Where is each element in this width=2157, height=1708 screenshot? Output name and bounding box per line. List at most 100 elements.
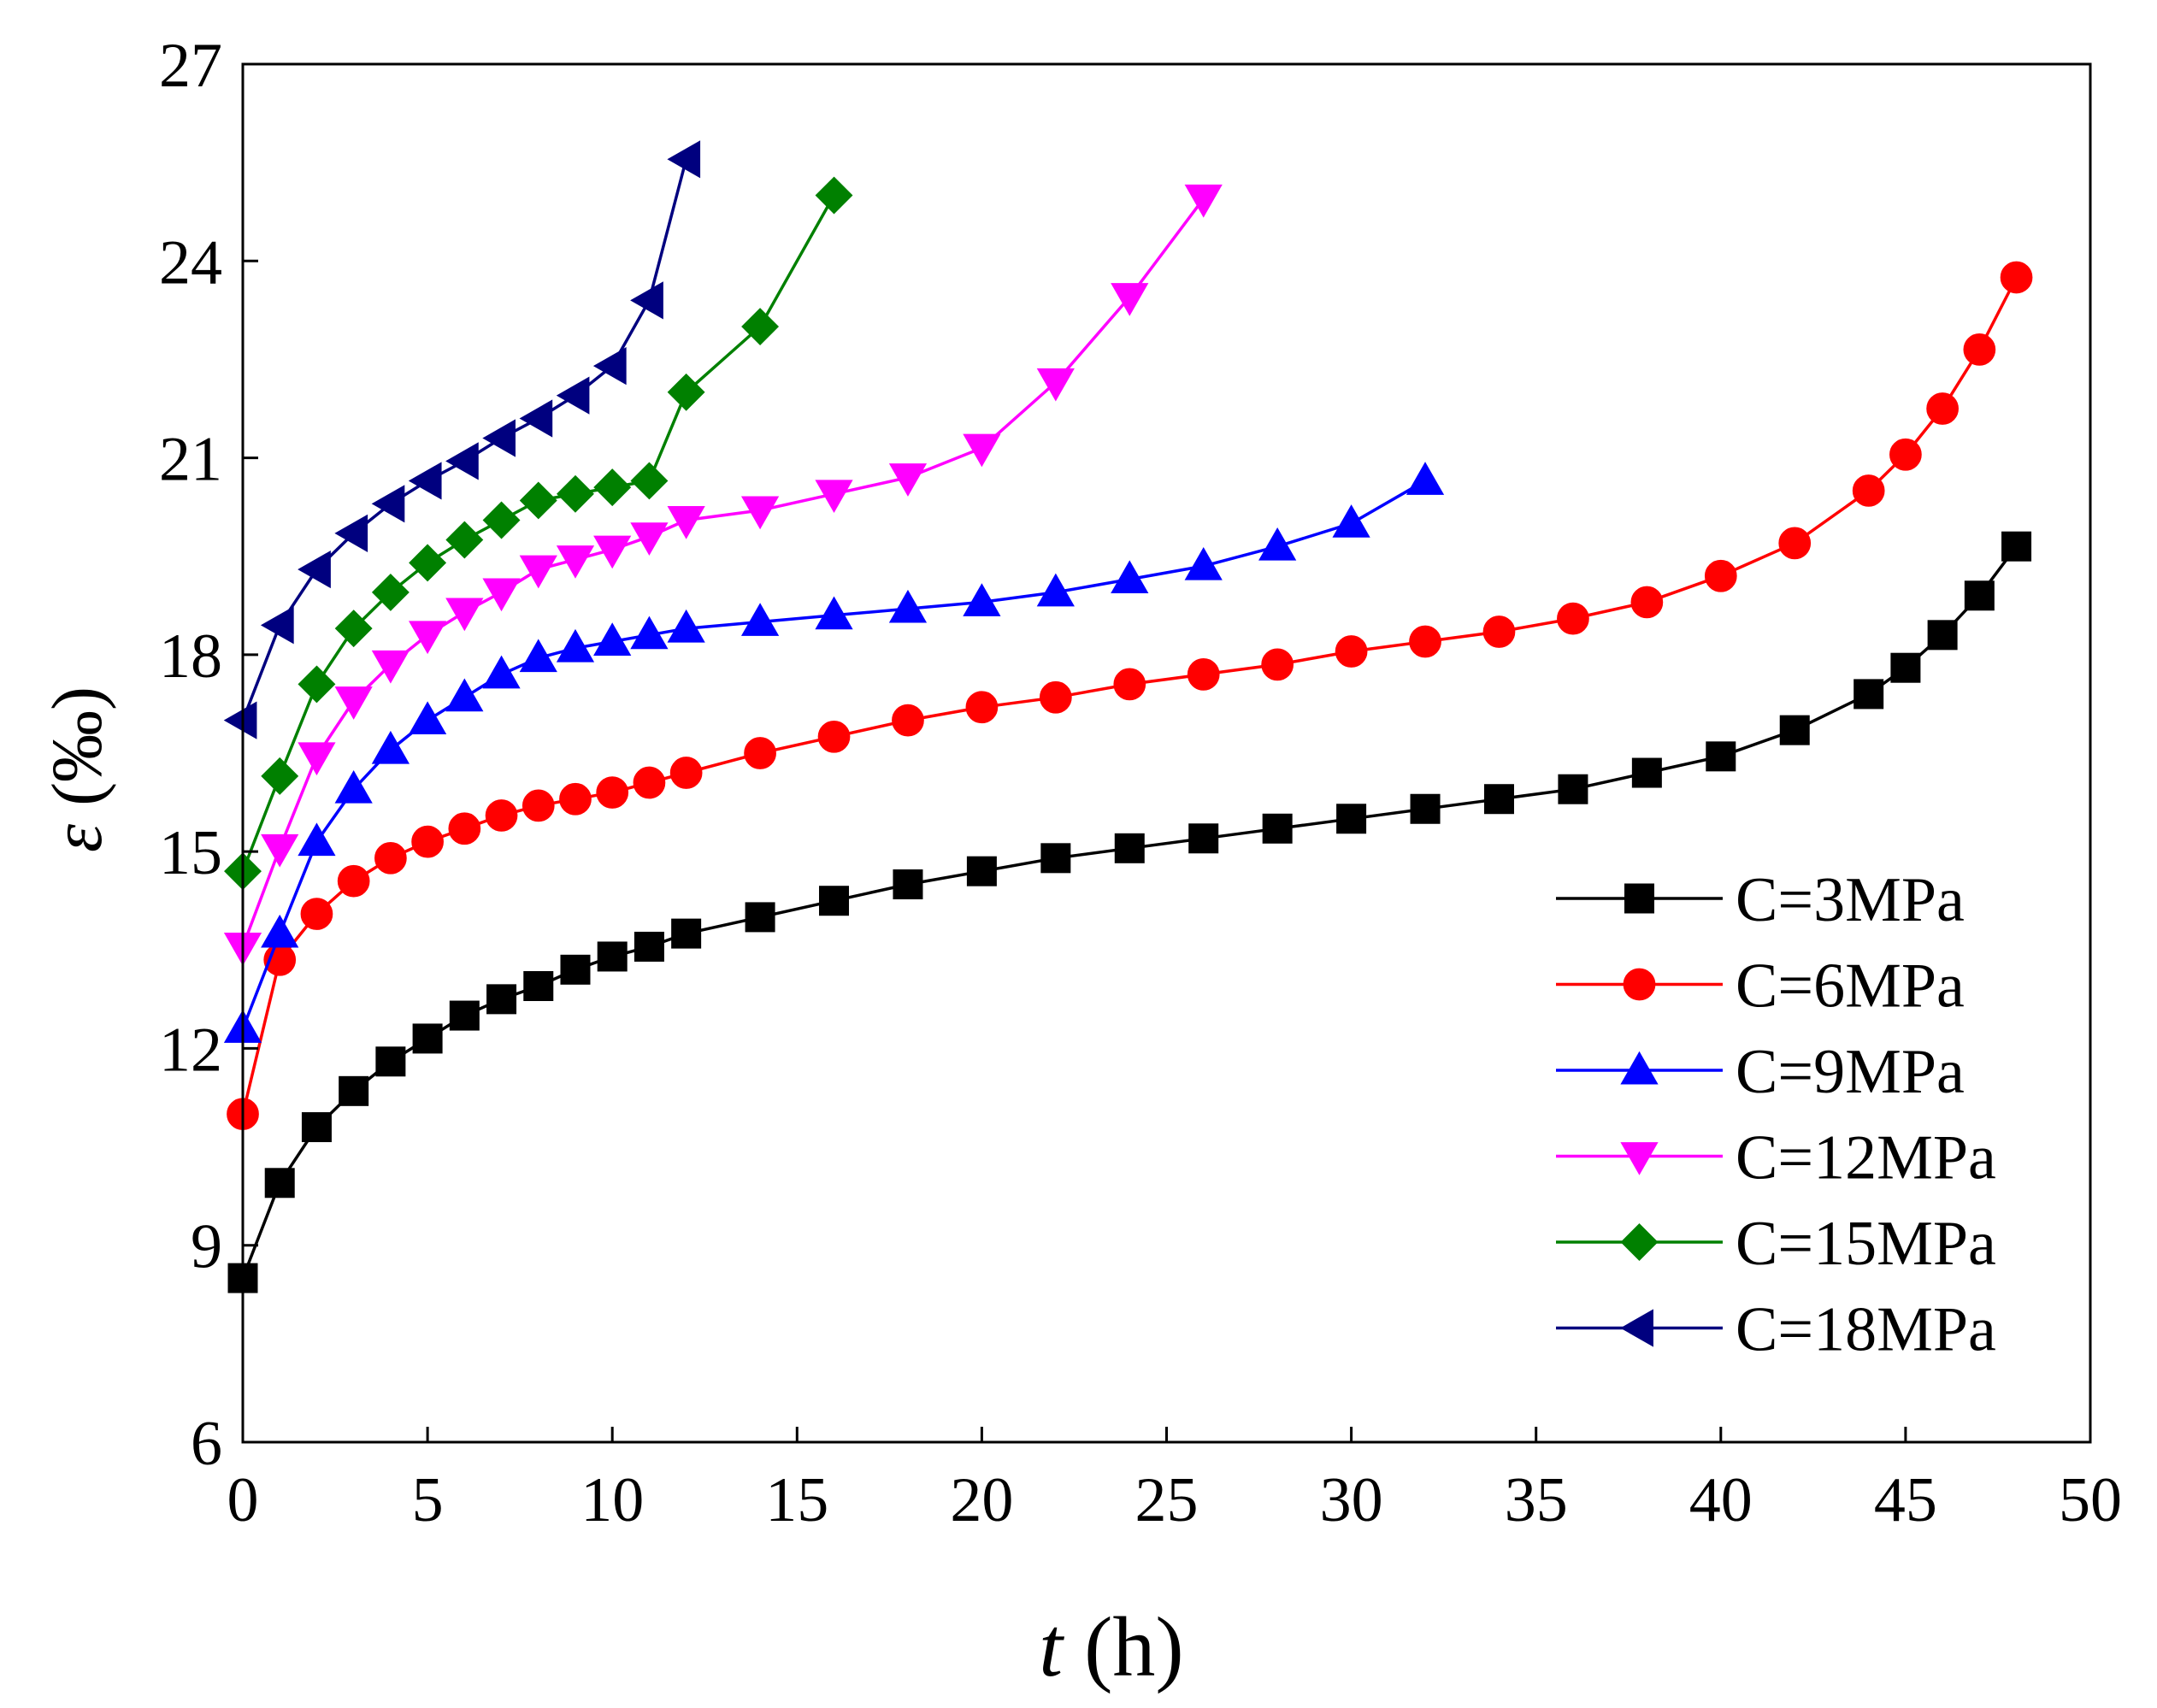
data-point [408, 701, 447, 735]
data-point [1039, 680, 1072, 714]
data-point [667, 140, 701, 179]
x-tick-label: 10 [581, 1465, 644, 1535]
data-point [448, 812, 481, 845]
data-point [1630, 586, 1664, 619]
data-point [1036, 573, 1075, 607]
y-tick-label: 21 [159, 425, 222, 495]
data-point [965, 691, 999, 724]
data-point [634, 931, 664, 962]
data-point [593, 535, 632, 569]
data-point [740, 496, 780, 530]
legend-item: C=18MPa [1556, 1295, 1996, 1365]
data-point [596, 776, 629, 809]
legend-label: C=18MPa [1736, 1295, 1996, 1365]
data-point [1336, 804, 1367, 834]
y-axis-title: ε (‰) [38, 686, 117, 852]
y-axis-unit: (‰) [38, 686, 117, 824]
data-point [1926, 392, 1959, 425]
data-point [667, 373, 705, 411]
data-point [557, 474, 594, 513]
data-point [1631, 757, 1662, 788]
legend-marker [1623, 968, 1656, 1001]
x-axis-symbol: t [1039, 1599, 1064, 1694]
x-tick-label: 45 [1874, 1465, 1937, 1535]
data-point [741, 308, 780, 346]
data-point [334, 769, 373, 804]
x-axis-ticks: 0 5 10 15 20 25 30 35 40 45 50 [227, 1427, 2122, 1535]
data-point [523, 971, 554, 1002]
data-point [556, 376, 590, 415]
data-point [519, 399, 553, 438]
y-tick-label: 27 [159, 31, 222, 101]
x-tick-label: 40 [1689, 1465, 1753, 1535]
data-point [1113, 668, 1146, 701]
data-point [445, 598, 484, 632]
data-point [2001, 531, 2032, 562]
data-point [1890, 652, 1921, 683]
x-tick-label: 0 [227, 1465, 259, 1535]
data-point [559, 782, 592, 816]
data-point [482, 501, 521, 539]
data-point [966, 856, 997, 886]
data-point [449, 1000, 480, 1031]
legend-marker [1620, 1051, 1659, 1085]
legend-marker [1620, 1223, 1659, 1261]
data-point [593, 468, 632, 507]
data-point [1261, 648, 1294, 681]
data-point [1779, 715, 1810, 745]
data-point [1258, 527, 1297, 561]
y-tick-label: 9 [191, 1212, 222, 1282]
data-point [1853, 679, 1884, 710]
data-point [375, 1046, 406, 1077]
data-point [1114, 833, 1145, 863]
data-point [556, 628, 595, 663]
y-axis-symbol: ε [38, 823, 117, 852]
data-point [298, 550, 331, 589]
data-point [519, 481, 557, 520]
data-point [633, 766, 666, 799]
data-point [815, 176, 853, 215]
legend-label: C=15MPa [1736, 1209, 1996, 1279]
data-point [560, 954, 591, 985]
data-point [334, 610, 373, 648]
data-point [371, 573, 410, 611]
legend-item: C=3MPa [1556, 865, 1965, 935]
data-point [630, 615, 669, 650]
x-tick-label: 15 [765, 1465, 828, 1535]
data-point [223, 701, 257, 739]
data-point [261, 833, 299, 868]
legend-item: C=15MPa [1556, 1209, 1996, 1279]
data-point [1482, 615, 1516, 648]
data-point [1704, 559, 1737, 592]
legend-label: C=3MPa [1736, 865, 1965, 935]
data-point [667, 506, 705, 539]
data-point [630, 281, 663, 320]
data-point [334, 514, 368, 552]
data-point [593, 622, 632, 656]
x-axis-unit: (h) [1063, 1599, 1184, 1694]
data-point [1557, 602, 1589, 635]
data-point [339, 1075, 369, 1106]
data-point [374, 841, 407, 875]
data-point [411, 825, 444, 858]
data-point [1262, 813, 1293, 844]
data-point [744, 737, 776, 769]
data-point [745, 902, 775, 933]
data-point [1483, 784, 1514, 815]
data-point [482, 419, 516, 457]
data-point [1558, 774, 1588, 804]
data-point [669, 757, 703, 789]
series-c-12mpa [223, 184, 1223, 966]
data-point [486, 984, 517, 1015]
data-point [1410, 793, 1441, 824]
data-point [892, 704, 924, 737]
data-point [298, 742, 336, 776]
data-point [888, 463, 928, 497]
x-tick-label: 5 [412, 1465, 444, 1535]
y-tick-label: 6 [191, 1409, 222, 1479]
data-point [522, 789, 555, 822]
data-point [819, 886, 850, 916]
data-point [963, 583, 1001, 616]
data-point [1188, 823, 1219, 854]
data-point [597, 941, 628, 972]
